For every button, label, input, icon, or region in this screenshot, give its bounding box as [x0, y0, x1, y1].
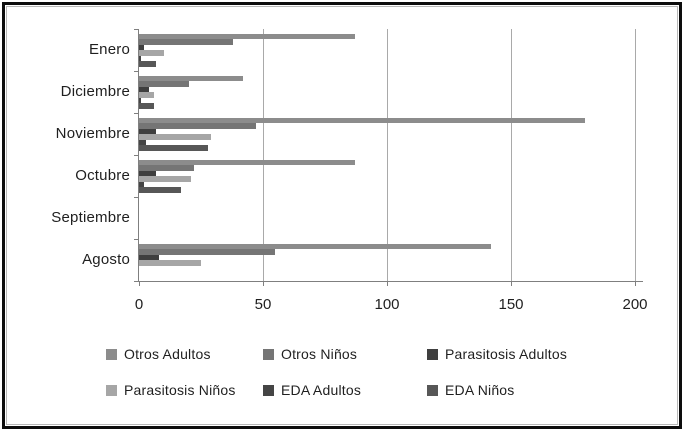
category-axis-tick [134, 239, 139, 240]
gridline [262, 29, 264, 281]
bar [139, 81, 189, 87]
value-tick-label: 150 [498, 296, 524, 313]
legend-label: EDA Niños [445, 382, 515, 398]
bar [139, 260, 201, 266]
bar [139, 254, 159, 260]
bar [139, 145, 209, 151]
legend-label: EDA Adultos [281, 382, 362, 398]
value-axis-tick [634, 281, 636, 286]
bar [139, 249, 276, 255]
legend-item: Parasitosis Adultos [427, 344, 567, 364]
legend-swatch-icon [263, 384, 274, 396]
category-label: Noviembre [55, 125, 130, 142]
bar [139, 123, 256, 129]
bar [139, 44, 144, 50]
legend-label: Parasitosis Niños [124, 382, 236, 398]
bar [139, 75, 244, 81]
bar [139, 187, 182, 193]
legend-label: Otros Niños [281, 346, 358, 362]
legend-item: Otros Adultos [106, 344, 263, 364]
legend-swatch-icon [263, 348, 274, 360]
bar [139, 117, 586, 123]
value-axis-tick [386, 281, 388, 286]
bar [139, 33, 355, 39]
legend-swatch-icon [106, 384, 117, 396]
category-label: Agosto [82, 251, 130, 268]
bar [139, 55, 142, 61]
legend-label: Otros Adultos [124, 346, 211, 362]
value-tick-label: 200 [622, 296, 648, 313]
bar [139, 86, 149, 92]
bar [139, 134, 211, 140]
bar [139, 92, 154, 98]
category-label: Octubre [75, 167, 130, 184]
value-axis-tick [510, 281, 512, 286]
value-tick-label: 0 [134, 296, 144, 313]
inner-border [6, 6, 678, 425]
bar [139, 103, 154, 109]
gridline [634, 29, 636, 281]
gridline [510, 29, 512, 281]
category-axis-tick [134, 71, 139, 72]
legend-item: EDA Adultos [263, 380, 427, 400]
category-axis-tick [134, 197, 139, 198]
legend-item: Otros Niños [263, 344, 427, 364]
bar [139, 165, 194, 171]
category-axis-tick [134, 155, 139, 156]
value-axis [135, 281, 643, 282]
legend-swatch-icon [427, 348, 438, 360]
legend: Otros Adultos Otros Niños Parasitosis Adul… [106, 344, 567, 400]
value-tick-label: 100 [374, 296, 400, 313]
legend-item: EDA Niños [427, 380, 567, 400]
value-axis-tick [138, 281, 140, 286]
bar [139, 159, 355, 165]
bar [139, 50, 164, 56]
bar [139, 243, 492, 249]
legend-swatch-icon [427, 384, 438, 396]
plot-area [139, 29, 636, 281]
legend-label: Parasitosis Adultos [445, 346, 568, 362]
bar [139, 170, 157, 176]
category-label: Enero [88, 41, 130, 58]
category-axis-tick [134, 281, 139, 282]
bar [139, 139, 147, 145]
category-label: Septiembre [51, 209, 130, 226]
bar [139, 176, 192, 182]
category-axis-tick [134, 113, 139, 114]
category-axis-tick [134, 29, 139, 30]
bar [139, 181, 144, 187]
category-axis-labels: Enero Diciembre Noviembre Octubre Septiembre… [0, 29, 130, 281]
legend-swatch-icon [106, 348, 117, 360]
bar [139, 97, 142, 103]
value-axis-tick [262, 281, 264, 286]
legend-item: Parasitosis Niños [106, 380, 263, 400]
gridline [386, 29, 388, 281]
value-tick-label: 50 [254, 296, 272, 313]
bar [139, 128, 157, 134]
bar [139, 61, 157, 67]
category-label: Diciembre [60, 83, 130, 100]
bar [139, 39, 234, 45]
